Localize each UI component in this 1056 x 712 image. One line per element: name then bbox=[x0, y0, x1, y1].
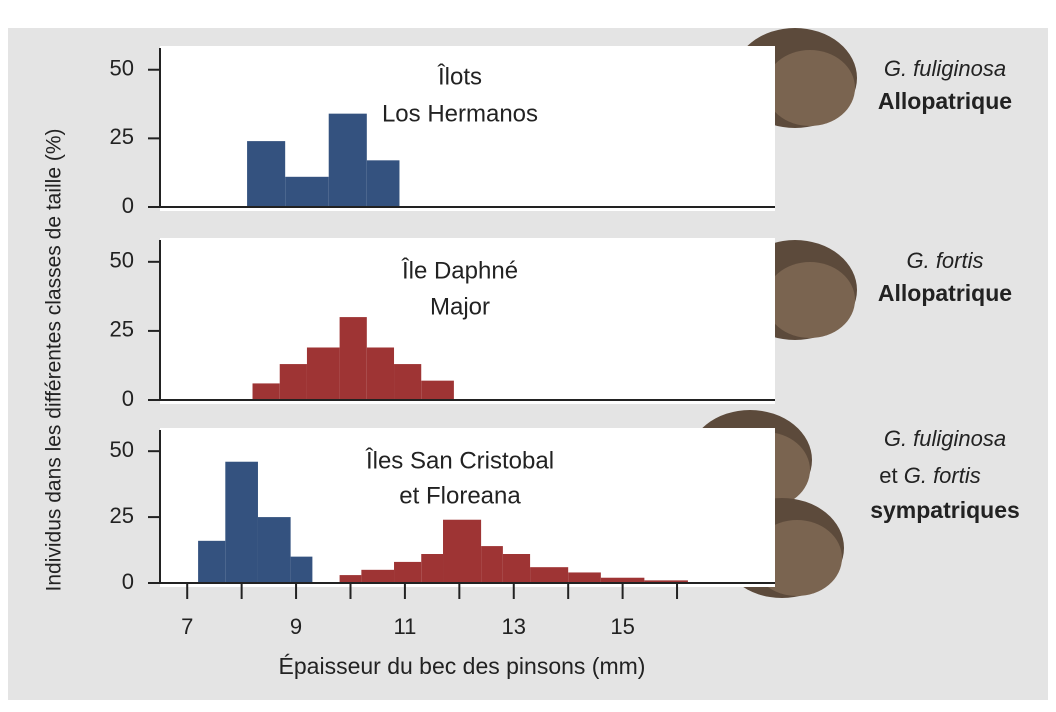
histogram-bar bbox=[443, 519, 482, 583]
histogram-bar bbox=[252, 383, 280, 400]
histogram-bar bbox=[394, 364, 422, 400]
y-tick-label: 50 bbox=[110, 248, 134, 273]
panel-title: et Floreana bbox=[399, 482, 521, 509]
x-tick-label: 9 bbox=[290, 614, 302, 639]
x-tick-label: 11 bbox=[393, 614, 416, 639]
histogram-bar bbox=[247, 141, 286, 207]
histogram-bar bbox=[198, 540, 226, 583]
y-tick-label: 25 bbox=[110, 317, 134, 342]
histogram-bar bbox=[530, 567, 569, 583]
panel-title: Major bbox=[430, 293, 490, 320]
y-tick-label: 25 bbox=[110, 503, 134, 528]
x-tick-label: 15 bbox=[610, 614, 634, 639]
species-name: G. fortis bbox=[906, 248, 983, 273]
species-name: G. fuliginosa bbox=[884, 426, 1006, 451]
histogram-bar bbox=[290, 556, 313, 583]
histogram-bar bbox=[225, 461, 258, 583]
plot-area bbox=[160, 238, 775, 404]
status: Allopatrique bbox=[878, 88, 1012, 114]
y-tick-label: 0 bbox=[122, 386, 134, 411]
x-axis-label: Épaisseur du bec des pinsons (mm) bbox=[279, 653, 646, 679]
species-name: G. fortis bbox=[904, 463, 981, 488]
histogram-bar bbox=[366, 347, 395, 400]
histogram-bar bbox=[421, 554, 444, 583]
histogram-bar bbox=[502, 554, 531, 583]
y-tick-label: 0 bbox=[122, 193, 134, 218]
histogram-bar bbox=[421, 380, 454, 400]
histogram-bar bbox=[285, 176, 329, 207]
histogram-bar bbox=[366, 160, 400, 207]
histogram-bar bbox=[644, 580, 688, 583]
histogram-bar bbox=[328, 113, 367, 207]
y-tick-label: 25 bbox=[110, 124, 134, 149]
status: sympatriques bbox=[870, 497, 1020, 523]
y-tick-label: 0 bbox=[122, 569, 134, 594]
x-tick-label: 13 bbox=[502, 614, 526, 639]
panel-title: Îlots bbox=[437, 63, 482, 90]
histogram-bar bbox=[257, 517, 291, 583]
histogram-bar bbox=[339, 317, 367, 400]
histogram-bar bbox=[339, 575, 362, 583]
panel-title: Los Hermanos bbox=[382, 100, 538, 127]
histogram-bar bbox=[306, 347, 340, 400]
species-line: et G. fortis bbox=[879, 463, 981, 488]
histogram-bar bbox=[481, 546, 503, 583]
histogram-bar bbox=[361, 569, 395, 583]
connector: et bbox=[879, 463, 897, 488]
y-axis-label: Individus dans les différentes classes d… bbox=[43, 128, 66, 591]
histogram-bar bbox=[568, 572, 601, 583]
panel-title: Îles San Cristobal bbox=[365, 447, 554, 474]
status: Allopatrique bbox=[878, 280, 1012, 306]
histogram-bar bbox=[600, 577, 645, 583]
histogram-bar bbox=[279, 364, 307, 400]
y-tick-label: 50 bbox=[110, 56, 134, 81]
panel-title: Île Daphné bbox=[401, 257, 518, 284]
species-name: G. fuliginosa bbox=[884, 56, 1006, 81]
histogram-bar bbox=[394, 561, 422, 583]
y-tick-label: 50 bbox=[110, 437, 134, 462]
x-tick-label: 7 bbox=[181, 614, 193, 639]
